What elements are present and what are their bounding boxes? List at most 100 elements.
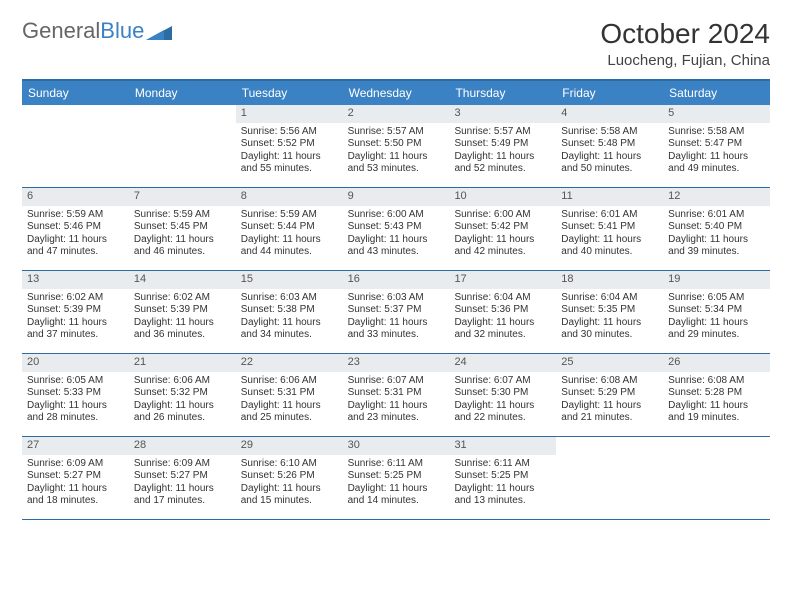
sunrise-text: Sunrise: 5:58 AM — [561, 126, 658, 139]
day-cell: 9Sunrise: 6:00 AMSunset: 5:43 PMDaylight… — [343, 188, 450, 270]
sunset-text: Sunset: 5:41 PM — [561, 221, 658, 234]
day-header: Monday — [129, 81, 236, 105]
daylight-text: Daylight: 11 hours and 40 minutes. — [561, 234, 658, 259]
daylight-text: Daylight: 11 hours and 21 minutes. — [561, 400, 658, 425]
day-number: 14 — [129, 271, 236, 289]
day-header: Thursday — [449, 81, 556, 105]
day-number: 19 — [663, 271, 770, 289]
daylight-text: Daylight: 11 hours and 25 minutes. — [241, 400, 338, 425]
daylight-text: Daylight: 11 hours and 28 minutes. — [27, 400, 124, 425]
sunset-text: Sunset: 5:32 PM — [134, 387, 231, 400]
day-cell: 30Sunrise: 6:11 AMSunset: 5:25 PMDayligh… — [343, 437, 450, 519]
day-header: Sunday — [22, 81, 129, 105]
sunrise-text: Sunrise: 6:09 AM — [27, 458, 124, 471]
day-header: Tuesday — [236, 81, 343, 105]
day-body: Sunrise: 6:10 AMSunset: 5:26 PMDaylight:… — [236, 455, 343, 512]
sunrise-text: Sunrise: 6:03 AM — [348, 292, 445, 305]
sunrise-text: Sunrise: 6:10 AM — [241, 458, 338, 471]
sunset-text: Sunset: 5:25 PM — [348, 470, 445, 483]
sunrise-text: Sunrise: 6:03 AM — [241, 292, 338, 305]
week-row: 13Sunrise: 6:02 AMSunset: 5:39 PMDayligh… — [22, 271, 770, 354]
day-body: Sunrise: 6:00 AMSunset: 5:43 PMDaylight:… — [343, 206, 450, 263]
day-number: 9 — [343, 188, 450, 206]
day-number: 20 — [22, 354, 129, 372]
sunset-text: Sunset: 5:31 PM — [348, 387, 445, 400]
day-cell: . — [22, 105, 129, 187]
day-body: Sunrise: 5:59 AMSunset: 5:46 PMDaylight:… — [22, 206, 129, 263]
day-number: 12 — [663, 188, 770, 206]
day-number: 7 — [129, 188, 236, 206]
daylight-text: Daylight: 11 hours and 42 minutes. — [454, 234, 551, 259]
day-body: Sunrise: 6:09 AMSunset: 5:27 PMDaylight:… — [22, 455, 129, 512]
day-body: Sunrise: 6:02 AMSunset: 5:39 PMDaylight:… — [129, 289, 236, 346]
daylight-text: Daylight: 11 hours and 14 minutes. — [348, 483, 445, 508]
day-number: 24 — [449, 354, 556, 372]
daylight-text: Daylight: 11 hours and 44 minutes. — [241, 234, 338, 259]
daylight-text: Daylight: 11 hours and 30 minutes. — [561, 317, 658, 342]
day-number: 25 — [556, 354, 663, 372]
day-body: Sunrise: 6:04 AMSunset: 5:35 PMDaylight:… — [556, 289, 663, 346]
day-cell: 3Sunrise: 5:57 AMSunset: 5:49 PMDaylight… — [449, 105, 556, 187]
sunrise-text: Sunrise: 6:04 AM — [454, 292, 551, 305]
day-cell: 7Sunrise: 5:59 AMSunset: 5:45 PMDaylight… — [129, 188, 236, 270]
sunset-text: Sunset: 5:40 PM — [668, 221, 765, 234]
day-cell: 5Sunrise: 5:58 AMSunset: 5:47 PMDaylight… — [663, 105, 770, 187]
day-body: Sunrise: 6:01 AMSunset: 5:41 PMDaylight:… — [556, 206, 663, 263]
daylight-text: Daylight: 11 hours and 55 minutes. — [241, 151, 338, 176]
day-number: 2 — [343, 105, 450, 123]
day-cell: 11Sunrise: 6:01 AMSunset: 5:41 PMDayligh… — [556, 188, 663, 270]
day-body: Sunrise: 6:08 AMSunset: 5:28 PMDaylight:… — [663, 372, 770, 429]
day-number: 23 — [343, 354, 450, 372]
daylight-text: Daylight: 11 hours and 15 minutes. — [241, 483, 338, 508]
sunset-text: Sunset: 5:39 PM — [134, 304, 231, 317]
daylight-text: Daylight: 11 hours and 22 minutes. — [454, 400, 551, 425]
daylight-text: Daylight: 11 hours and 50 minutes. — [561, 151, 658, 176]
daylight-text: Daylight: 11 hours and 19 minutes. — [668, 400, 765, 425]
day-body: Sunrise: 6:11 AMSunset: 5:25 PMDaylight:… — [343, 455, 450, 512]
daylight-text: Daylight: 11 hours and 29 minutes. — [668, 317, 765, 342]
sunrise-text: Sunrise: 6:01 AM — [561, 209, 658, 222]
daylight-text: Daylight: 11 hours and 36 minutes. — [134, 317, 231, 342]
sunrise-text: Sunrise: 6:02 AM — [134, 292, 231, 305]
day-body: Sunrise: 6:05 AMSunset: 5:33 PMDaylight:… — [22, 372, 129, 429]
day-header: Wednesday — [343, 81, 450, 105]
day-number: 3 — [449, 105, 556, 123]
day-body: Sunrise: 6:08 AMSunset: 5:29 PMDaylight:… — [556, 372, 663, 429]
day-number: 21 — [129, 354, 236, 372]
sunset-text: Sunset: 5:25 PM — [454, 470, 551, 483]
sunset-text: Sunset: 5:48 PM — [561, 138, 658, 151]
month-title: October 2024 — [600, 18, 770, 50]
sunrise-text: Sunrise: 5:58 AM — [668, 126, 765, 139]
daylight-text: Daylight: 11 hours and 26 minutes. — [134, 400, 231, 425]
day-number: 27 — [22, 437, 129, 455]
daylight-text: Daylight: 11 hours and 53 minutes. — [348, 151, 445, 176]
sunset-text: Sunset: 5:49 PM — [454, 138, 551, 151]
day-number: 18 — [556, 271, 663, 289]
daylight-text: Daylight: 11 hours and 33 minutes. — [348, 317, 445, 342]
day-number: 6 — [22, 188, 129, 206]
sunset-text: Sunset: 5:52 PM — [241, 138, 338, 151]
day-number: 4 — [556, 105, 663, 123]
daylight-text: Daylight: 11 hours and 39 minutes. — [668, 234, 765, 259]
day-body: Sunrise: 5:56 AMSunset: 5:52 PMDaylight:… — [236, 123, 343, 180]
sunrise-text: Sunrise: 5:59 AM — [27, 209, 124, 222]
day-number: 11 — [556, 188, 663, 206]
brand-logo: GeneralBlue — [22, 18, 172, 44]
week-row: 27Sunrise: 6:09 AMSunset: 5:27 PMDayligh… — [22, 437, 770, 520]
day-cell: 28Sunrise: 6:09 AMSunset: 5:27 PMDayligh… — [129, 437, 236, 519]
day-cell: . — [663, 437, 770, 519]
sunset-text: Sunset: 5:38 PM — [241, 304, 338, 317]
sunset-text: Sunset: 5:30 PM — [454, 387, 551, 400]
day-cell: 24Sunrise: 6:07 AMSunset: 5:30 PMDayligh… — [449, 354, 556, 436]
day-cell: 27Sunrise: 6:09 AMSunset: 5:27 PMDayligh… — [22, 437, 129, 519]
header: GeneralBlue October 2024 Luocheng, Fujia… — [22, 18, 770, 69]
sunset-text: Sunset: 5:27 PM — [134, 470, 231, 483]
daylight-text: Daylight: 11 hours and 43 minutes. — [348, 234, 445, 259]
day-number: 29 — [236, 437, 343, 455]
sunrise-text: Sunrise: 6:04 AM — [561, 292, 658, 305]
sunrise-text: Sunrise: 6:06 AM — [241, 375, 338, 388]
sunset-text: Sunset: 5:43 PM — [348, 221, 445, 234]
day-body: Sunrise: 6:01 AMSunset: 5:40 PMDaylight:… — [663, 206, 770, 263]
location-text: Luocheng, Fujian, China — [600, 52, 770, 69]
sunset-text: Sunset: 5:28 PM — [668, 387, 765, 400]
